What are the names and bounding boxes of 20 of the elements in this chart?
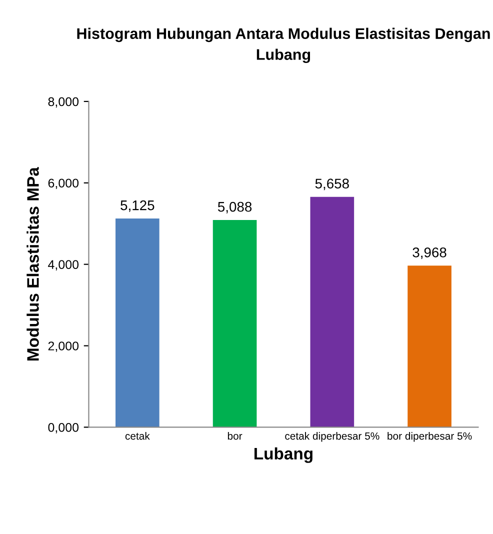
bar — [310, 196, 354, 428]
data-label: 5,658 — [315, 178, 349, 190]
y-tick-label: 8,000 — [48, 97, 79, 108]
bar — [212, 220, 257, 428]
data-label: 5,088 — [218, 202, 252, 214]
x-axis-title: Lubang — [254, 447, 312, 463]
data-label: 5,125 — [120, 200, 154, 212]
x-tick-label: bor diperbesar 5% — [388, 432, 472, 442]
chart-title: Histogram Hubungan Antara Modulus Elastisitas Dengan Lubang — [77, 28, 490, 64]
y-tick-label: 4,000 — [48, 260, 79, 270]
y-tick-label: 2,000 — [48, 342, 79, 352]
x-tick-label: cetak — [125, 432, 150, 440]
y-tick-label: 6,000 — [48, 178, 79, 190]
bar — [408, 266, 452, 428]
x-tick-label: bor — [228, 432, 242, 440]
y-tick-label: 0,000 — [48, 423, 79, 434]
data-label: 3,968 — [412, 247, 446, 259]
x-tick-label: cetak diperbesar 5% — [285, 432, 380, 442]
bar — [116, 218, 160, 428]
y-axis-title: Modulus Elastisitas MPa — [26, 166, 39, 360]
